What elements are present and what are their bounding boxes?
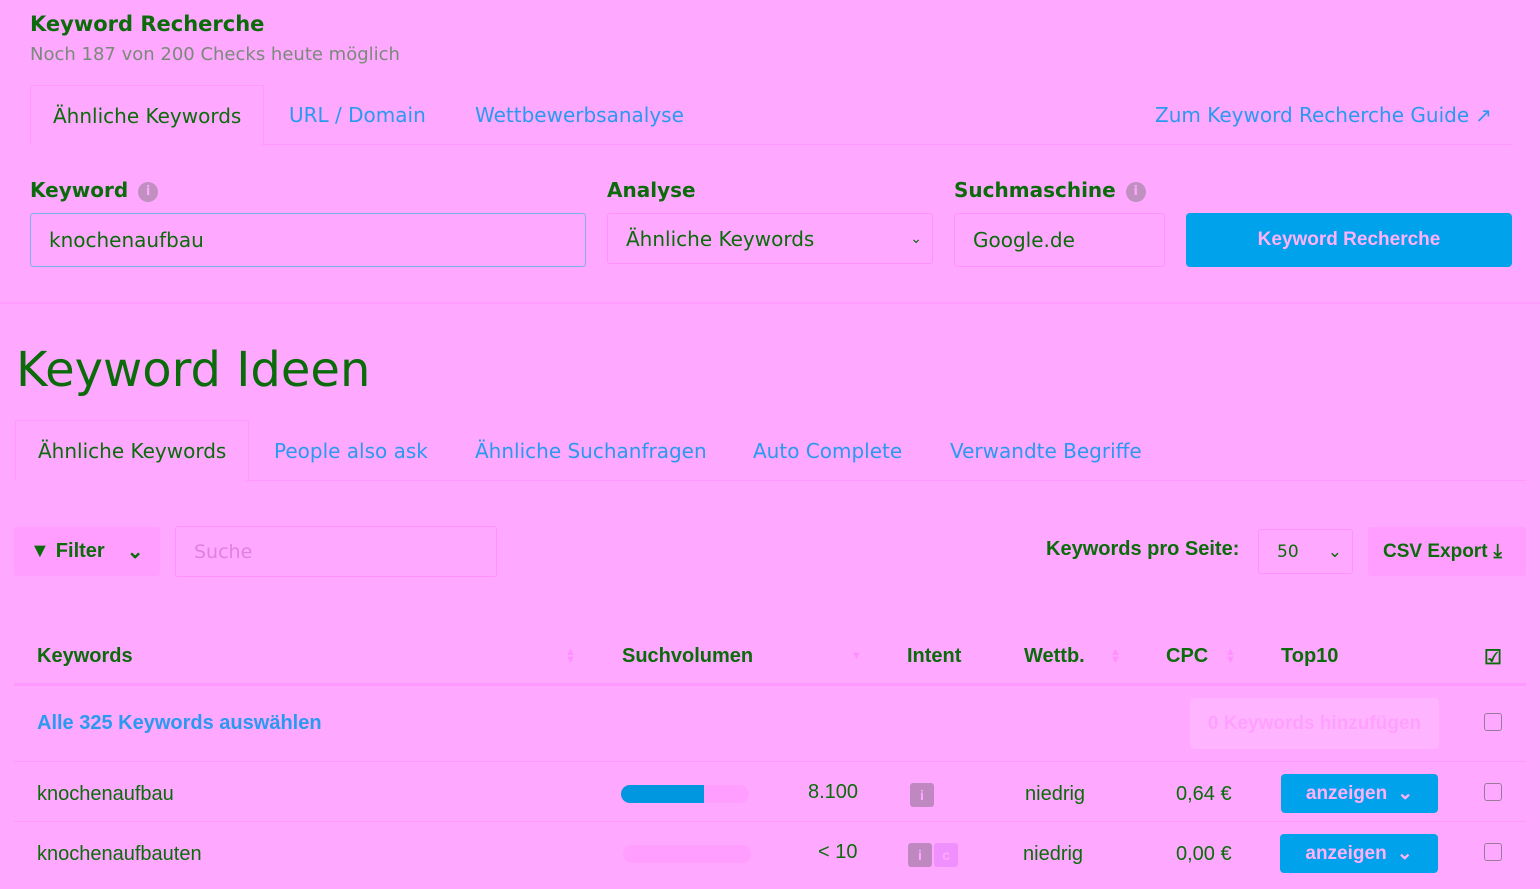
tab-similar-keywords[interactable]: Ähnliche Keywords — [30, 85, 265, 145]
check-all-icon[interactable]: ☑ — [1484, 647, 1502, 669]
row-checkbox[interactable] — [1484, 783, 1502, 801]
tab-competition[interactable]: Wettbewerbsanalyse — [475, 103, 684, 127]
competition-cell: niedrig — [1023, 843, 1084, 865]
per-page-select[interactable]: 50 ⌄ — [1258, 529, 1353, 574]
guide-link-label: Zum Keyword Recherche Guide — [1155, 103, 1470, 127]
row-divider — [14, 821, 1526, 822]
keyword-label: Keyword i — [30, 178, 159, 202]
volume-bar — [621, 785, 749, 803]
checks-remaining: Noch 187 von 200 Checks heute möglich — [30, 44, 400, 65]
tab-divider — [262, 144, 1512, 145]
cpc-cell: 0,00 € — [1176, 843, 1232, 865]
header-cpc[interactable]: CPC — [1166, 645, 1209, 667]
competition-cell: niedrig — [1025, 783, 1086, 805]
sort-icon[interactable]: ▲ ▼ — [565, 646, 576, 666]
engine-label: Suchmaschine i — [954, 178, 1146, 202]
chevron-down-icon: ⌄ — [910, 230, 922, 247]
header-intent: Intent — [907, 645, 962, 667]
search-input[interactable]: Suche — [175, 526, 497, 577]
tab-divider — [246, 480, 1526, 481]
tab-auto-complete[interactable]: Auto Complete — [753, 438, 903, 463]
keyword-input[interactable]: knochenaufbau — [30, 213, 586, 267]
tab-similar-queries[interactable]: Ähnliche Suchanfragen — [475, 438, 707, 463]
volume-cell: < 10 — [818, 841, 858, 863]
intent-informational-badge: i — [910, 783, 934, 807]
per-page-label: Keywords pro Seite: — [1046, 538, 1240, 560]
filter-icon: ▼ — [30, 540, 50, 562]
tab-people-also-ask[interactable]: People also ask — [274, 438, 428, 463]
panel-title: Keyword Recherche — [30, 12, 265, 36]
keyword-research-button[interactable]: Keyword Recherche — [1186, 213, 1512, 267]
top10-show-button[interactable]: anzeigen ⌄ — [1280, 834, 1438, 873]
tab-similar-keywords[interactable]: Ähnliche Keywords — [15, 420, 250, 481]
add-keywords-button[interactable]: 0 Keywords hinzufügen — [1190, 698, 1439, 749]
select-all-link[interactable]: Alle 325 Keywords auswählen — [37, 712, 322, 734]
chevron-down-icon: ⌄ — [1397, 783, 1414, 804]
filter-button[interactable]: ▼ Filter ⌄ — [14, 527, 160, 576]
tab-url-domain[interactable]: URL / Domain — [289, 103, 426, 127]
analyse-select[interactable]: Ähnliche Keywords ⌄ — [607, 213, 933, 264]
header-divider — [14, 683, 1526, 686]
chevron-down-icon: ⌄ — [1327, 541, 1342, 562]
select-all-checkbox[interactable] — [1484, 713, 1502, 731]
tab-related-terms[interactable]: Verwandte Begriffe — [950, 438, 1142, 463]
header-volume[interactable]: Suchvolumen — [622, 645, 754, 667]
keyword-cell: knochenaufbauten — [37, 843, 202, 865]
volume-cell: 8.100 — [808, 781, 859, 803]
intent-commercial-badge: c — [934, 843, 958, 867]
intent-informational-badge: i — [908, 843, 932, 867]
section-title: Keyword Ideen — [16, 342, 371, 398]
volume-bar — [623, 845, 751, 863]
row-checkbox[interactable] — [1484, 843, 1502, 861]
sort-icon[interactable]: ▲ ▼ — [1110, 646, 1121, 666]
external-link-icon: ↗ — [1475, 103, 1492, 127]
header-top10: Top10 — [1281, 645, 1339, 667]
keyword-research-panel: Keyword Recherche Noch 187 von 200 Check… — [0, 0, 1540, 304]
analyse-label: Analyse — [607, 178, 696, 202]
engine-field[interactable]: Google.de — [954, 213, 1165, 267]
cpc-cell: 0,64 € — [1176, 783, 1232, 805]
info-icon[interactable]: i — [138, 182, 159, 202]
download-icon: ⤓ — [1493, 540, 1502, 562]
header-keywords[interactable]: Keywords — [37, 645, 133, 667]
guide-link[interactable]: Zum Keyword Recherche Guide ↗ — [1133, 85, 1514, 145]
header-competition[interactable]: Wettb. — [1024, 645, 1085, 667]
info-icon[interactable]: i — [1125, 182, 1146, 202]
sort-icon[interactable]: ▲ ▼ — [1225, 646, 1236, 666]
chevron-down-icon: ⌄ — [126, 541, 144, 563]
top10-show-button[interactable]: anzeigen ⌄ — [1281, 774, 1438, 813]
csv-export-button[interactable]: CSV Export ⤓ — [1368, 527, 1526, 576]
keyword-cell: knochenaufbau — [37, 783, 174, 805]
chevron-down-icon: ⌄ — [1396, 843, 1413, 864]
row-divider — [14, 761, 1526, 762]
sort-desc-icon[interactable]: ▼ — [851, 650, 862, 662]
